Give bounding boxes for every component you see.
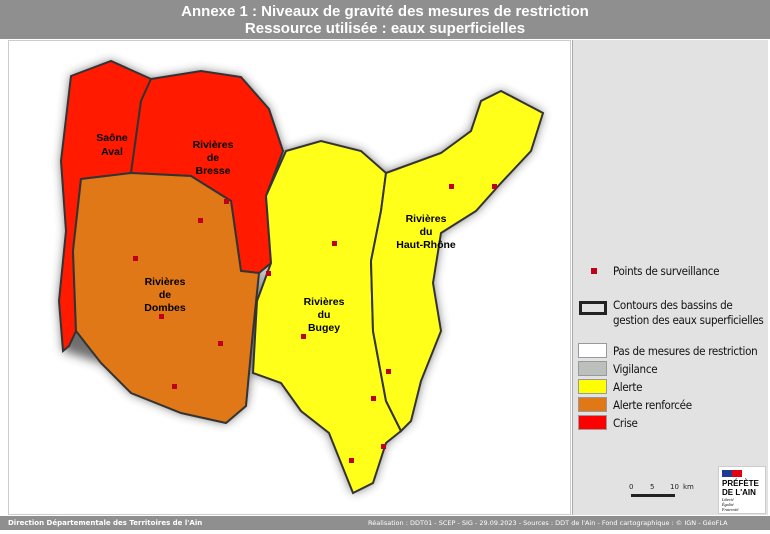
legend-points: Points de surveillance	[613, 264, 720, 278]
map-area: Saône Aval Rivières de Bresse Rivières de Dom…	[8, 40, 571, 515]
basin-rivieres-du-bugey[interactable]	[251, 139, 403, 495]
swatch-none	[578, 343, 607, 358]
title-line2: Ressource utilisée : eaux superficielles	[244, 20, 526, 37]
surveillance-point-icon	[591, 268, 597, 274]
label-saone-aval: Saône Aval	[96, 132, 128, 158]
basin-rivieres-du-haut-rhone[interactable]	[369, 89, 545, 433]
legend-level: Vigilance	[613, 362, 658, 376]
title-line1: Annexe 1 : Niveaux de gravité des mesure…	[181, 3, 589, 20]
logo-line2: DE L'AIN	[722, 488, 756, 497]
basin-contour-icon	[579, 301, 607, 315]
swatch-alerte-renforcee	[578, 397, 607, 412]
surveillance-points	[133, 184, 497, 463]
basin-rivieres-de-dombes[interactable]	[71, 171, 261, 425]
prefecture-logo: PRÉFÈTE DE L'AIN Liberté Égalité Fraternit…	[718, 466, 766, 514]
legend-contours-2: gestion des eaux superficielles	[613, 313, 764, 327]
legend-panel: Points de surveillance Contours des bass…	[572, 40, 768, 515]
footer: Direction Départementale des Territoires…	[0, 516, 770, 530]
legend-level: Crise	[613, 416, 638, 430]
scale-unit: km	[683, 483, 694, 491]
footer-credits: Réalisation : DDT01 - SCEP - SIG - 29.09…	[368, 519, 728, 527]
label-bresse: Rivières de Bresse	[193, 139, 234, 177]
scale-tick: 0	[629, 483, 634, 491]
swatch-alerte	[578, 379, 607, 394]
label-bugey: Rivières du Bugey	[304, 296, 345, 334]
map-title: Annexe 1 : Niveaux de gravité des mesure…	[0, 0, 770, 39]
legend-contours-1: Contours des bassins de	[613, 298, 733, 312]
footer-left: Direction Départementale des Territoires…	[8, 519, 203, 527]
legend-level: Pas de mesures de restriction	[613, 344, 758, 358]
swatch-vigilance	[578, 361, 607, 376]
legend-level: Alerte renforcée	[613, 398, 692, 412]
scale-tick: 5	[650, 483, 655, 491]
swatch-crise	[578, 415, 607, 430]
logo-line1: PRÉFÈTE	[722, 479, 759, 488]
label-haut-rhone: Rivières du Haut-Rhône	[396, 213, 456, 251]
legend-level: Alerte	[613, 380, 643, 394]
scale-tick: 10	[670, 483, 679, 491]
label-dombes: Rivières de Dombes	[144, 276, 186, 314]
